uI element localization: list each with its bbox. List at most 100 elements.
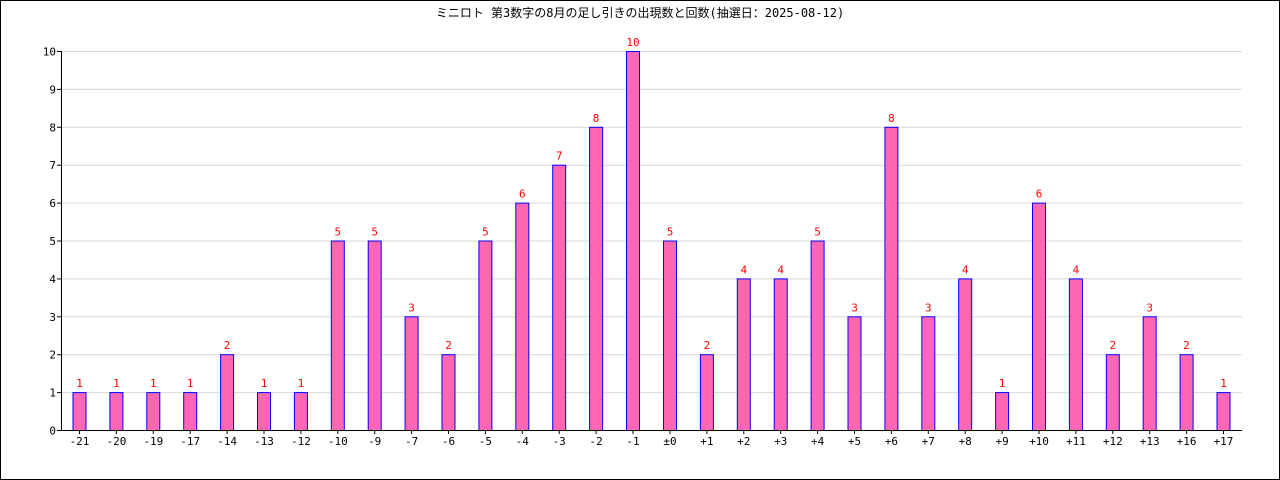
bar: [478, 240, 493, 431]
data-label: 10: [626, 36, 639, 49]
grid-lines: [61, 51, 1242, 394]
x-tick-label: -3: [553, 435, 566, 448]
bar: [847, 316, 862, 431]
bar: [183, 392, 198, 432]
x-tick-label: -1: [626, 435, 639, 448]
x-tick-label: +11: [1066, 435, 1086, 448]
x-tick-label: +10: [1029, 435, 1049, 448]
labels: 0123456789101-211-201-191-172-141-131-12…: [43, 36, 1234, 448]
data-label: 4: [962, 263, 969, 276]
y-tick-label: 3: [49, 311, 56, 324]
x-tick-label: -7: [405, 435, 418, 448]
bar: [1216, 392, 1231, 432]
data-label: 8: [593, 112, 600, 125]
x-tick-label: ±0: [663, 435, 676, 448]
bar: [773, 278, 788, 431]
bar: [884, 126, 899, 432]
bar: [626, 51, 640, 431]
x-tick-label: +7: [922, 435, 935, 448]
data-label: 1: [76, 377, 83, 390]
data-label: 1: [298, 377, 305, 390]
x-tick-label: +8: [959, 435, 972, 448]
bar: [257, 392, 271, 432]
bar: [995, 392, 1010, 432]
y-tick-label: 0: [49, 425, 56, 438]
x-tick-label: -4: [516, 435, 530, 448]
x-tick-label: +9: [995, 435, 1008, 448]
x-tick-label: +2: [737, 435, 750, 448]
x-tick-label: +12: [1103, 435, 1123, 448]
x-tick-label: -14: [217, 435, 237, 448]
data-label: 2: [704, 339, 711, 352]
y-tick-label: 8: [49, 121, 56, 134]
x-tick-label: -12: [291, 435, 311, 448]
bar: [810, 240, 825, 431]
data-label: 8: [888, 112, 895, 125]
x-tick-label: +6: [885, 435, 898, 448]
chart-title: ミニロト 第3数字の8月の足し引きの出現数と回数(抽選日：2025-08-12): [436, 5, 844, 20]
bar: [220, 354, 235, 432]
bar: [921, 316, 936, 431]
data-label: 1: [113, 377, 120, 390]
bar: [367, 240, 382, 431]
x-tick-label: +4: [811, 435, 825, 448]
x-tick-label: +1: [700, 435, 713, 448]
y-tick-label: 10: [43, 46, 56, 59]
data-label: 4: [777, 263, 784, 276]
data-label: 7: [556, 150, 563, 163]
data-label: 4: [740, 263, 747, 276]
data-label: 1: [1220, 377, 1227, 390]
data-label: 3: [1146, 301, 1153, 314]
y-tick-label: 2: [49, 349, 56, 362]
data-label: 5: [667, 226, 674, 239]
x-tick-label: -21: [70, 435, 90, 448]
data-label: 1: [150, 377, 157, 390]
x-tick-label: +5: [848, 435, 861, 448]
x-tick-label: -13: [254, 435, 274, 448]
x-tick-label: -2: [589, 435, 602, 448]
x-tick-label: -20: [106, 435, 126, 448]
data-label: 1: [187, 377, 194, 390]
data-label: 3: [925, 301, 932, 314]
bar: [552, 164, 567, 431]
bar: [404, 316, 419, 431]
y-tick-label: 7: [49, 159, 56, 172]
y-tick-label: 1: [49, 387, 56, 400]
data-label: 5: [814, 226, 821, 239]
data-label: 5: [482, 226, 489, 239]
data-label: 3: [851, 301, 858, 314]
bar: [699, 354, 714, 432]
x-tick-label: -9: [368, 435, 381, 448]
x-tick-label: +17: [1214, 435, 1234, 448]
x-tick-label: +3: [774, 435, 787, 448]
data-label: 1: [999, 377, 1006, 390]
y-tick-label: 9: [49, 83, 56, 96]
x-tick-label: -17: [180, 435, 200, 448]
y-tick-label: 6: [49, 197, 56, 210]
bar: [1105, 354, 1120, 432]
bar: [330, 240, 345, 431]
x-tick-label: -19: [143, 435, 163, 448]
data-label: 5: [334, 226, 341, 239]
data-label: 4: [1073, 263, 1080, 276]
x-tick-label: -5: [479, 435, 492, 448]
data-label: 6: [519, 188, 526, 201]
bar: [1032, 202, 1046, 431]
bars: [72, 51, 1231, 432]
bar: [589, 126, 604, 432]
bar: [72, 392, 87, 432]
bar: [293, 392, 308, 432]
bar: [736, 278, 751, 431]
data-label: 5: [371, 226, 378, 239]
y-tick-label: 4: [49, 273, 56, 286]
bar: [663, 240, 677, 431]
bar: [1068, 278, 1083, 431]
bar: [146, 392, 161, 432]
data-label: 3: [408, 301, 415, 314]
bar: [1142, 316, 1157, 431]
bar: [1179, 354, 1194, 432]
data-label: 6: [1036, 188, 1043, 201]
x-tick-label: -6: [442, 435, 455, 448]
bar: [109, 392, 124, 432]
